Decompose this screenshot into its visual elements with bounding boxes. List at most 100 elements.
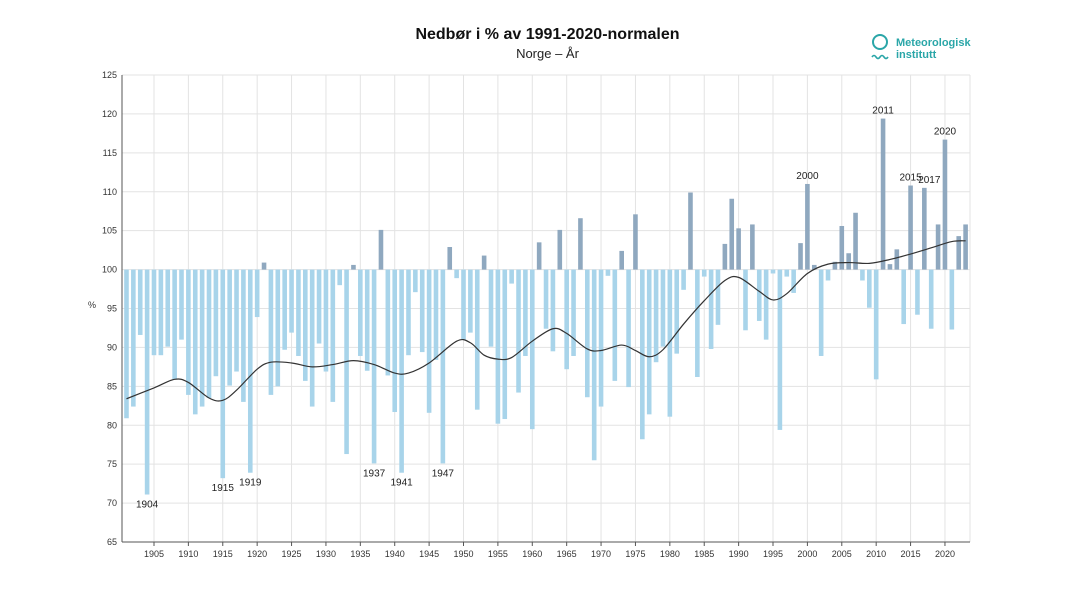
bar-1992 <box>750 224 755 270</box>
bar-1966 <box>571 269 576 356</box>
bar-1950 <box>461 269 466 340</box>
x-tick-label: 1990 <box>729 549 749 559</box>
bar-1960 <box>529 269 535 430</box>
bar-1926 <box>296 269 301 356</box>
bar-2023 <box>963 224 968 270</box>
bar-1935 <box>358 269 363 356</box>
bar-1994 <box>763 269 769 340</box>
bar-1914 <box>213 269 219 377</box>
bar-1975 <box>633 214 638 270</box>
y-tick-label: 70 <box>107 498 117 508</box>
x-tick-label: 1980 <box>660 549 680 559</box>
bar-2021 <box>949 269 955 330</box>
bar-1913 <box>206 269 212 399</box>
annotation-2015: 2015 <box>899 173 922 184</box>
annotation-2000: 2000 <box>796 171 819 182</box>
bar-2017 <box>922 187 927 270</box>
y-tick-label: 95 <box>107 304 117 314</box>
trend-line-group <box>126 240 966 402</box>
bar-1967 <box>578 218 583 270</box>
y-axis-label: % <box>88 300 96 310</box>
annotation-1904: 1904 <box>136 500 159 511</box>
bar-1909 <box>179 269 184 340</box>
bar-1907 <box>165 269 171 347</box>
x-tick-label: 2005 <box>832 549 852 559</box>
bar-2008 <box>860 269 865 281</box>
y-tick-label: 80 <box>107 420 117 430</box>
chart-subtitle: Norge – År <box>516 46 579 61</box>
logo-line1: Meteorologisk <box>896 37 971 49</box>
bar-2019 <box>935 224 941 270</box>
y-tick-label: 125 <box>102 70 117 80</box>
x-tick-label: 2010 <box>866 549 886 559</box>
bar-1995 <box>770 269 776 274</box>
bar-1940 <box>392 269 398 413</box>
bar-1999 <box>798 243 803 270</box>
bar-1936 <box>364 269 370 371</box>
bar-1947 <box>440 269 446 464</box>
bar-2003 <box>825 269 831 281</box>
bar-1911 <box>192 269 198 415</box>
bar-1903 <box>137 269 143 335</box>
bar-1989 <box>729 198 735 270</box>
x-tick-label: 1925 <box>282 549 302 559</box>
annotation-1919: 1919 <box>239 478 262 489</box>
annotation-2017: 2017 <box>918 175 941 186</box>
annotation-1937: 1937 <box>363 468 386 479</box>
annotation-1947: 1947 <box>432 468 455 479</box>
bar-1988 <box>722 243 728 270</box>
bar-1972 <box>612 269 618 381</box>
bar-2010 <box>873 269 879 380</box>
bar-1984 <box>695 269 700 377</box>
met-logo[interactable]: Meteorologisk institutt <box>870 34 971 62</box>
x-tick-label: 1985 <box>694 549 714 559</box>
x-tick-label: 1970 <box>591 549 611 559</box>
bar-1971 <box>605 269 611 276</box>
bar-1924 <box>282 269 287 350</box>
bar-1923 <box>275 269 281 387</box>
bar-1949 <box>454 269 459 279</box>
bar-2013 <box>894 249 900 270</box>
bar-2022 <box>956 236 962 270</box>
bar-2011 <box>880 118 886 270</box>
bar-1927 <box>303 269 308 381</box>
bars <box>124 118 968 495</box>
bar-1908 <box>172 269 177 380</box>
bar-1970 <box>598 269 604 407</box>
bar-2012 <box>887 264 893 270</box>
x-tick-label: 2000 <box>797 549 817 559</box>
bar-1965 <box>564 269 569 370</box>
bar-1958 <box>516 269 521 393</box>
bar-1956 <box>502 269 508 420</box>
bar-1932 <box>337 269 342 286</box>
bar-1959 <box>523 269 528 356</box>
bar-2009 <box>867 269 872 308</box>
bar-1978 <box>653 269 659 363</box>
x-tick-label: 2020 <box>935 549 955 559</box>
bar-1934 <box>351 264 356 270</box>
bar-1951 <box>468 269 473 333</box>
bar-1915 <box>220 269 226 479</box>
bar-1945 <box>426 269 432 413</box>
x-tick-label: 1930 <box>316 549 336 559</box>
x-tick-label: 2015 <box>901 549 921 559</box>
bar-1985 <box>701 269 707 277</box>
bar-1910 <box>186 269 191 395</box>
bar-1942 <box>406 269 411 356</box>
grid <box>122 74 971 543</box>
x-tick-label: 1920 <box>247 549 267 559</box>
bar-1983 <box>688 192 693 270</box>
bar-1904 <box>144 269 150 495</box>
bar-2000 <box>805 183 810 270</box>
bar-1931 <box>330 269 336 402</box>
bar-1969 <box>591 269 597 461</box>
bar-1919 <box>247 269 253 473</box>
bar-1968 <box>585 269 590 398</box>
bar-1912 <box>199 269 205 407</box>
bar-1939 <box>385 269 391 376</box>
bar-1998 <box>791 269 796 293</box>
bar-1938 <box>378 229 384 270</box>
bar-1993 <box>756 269 762 321</box>
bar-1921 <box>261 262 267 270</box>
